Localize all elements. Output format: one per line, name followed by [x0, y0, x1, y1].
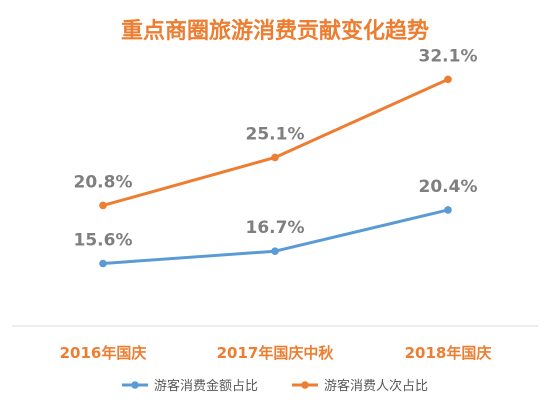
- data-label-s1-1: 15.6%: [74, 231, 133, 251]
- x-tick-label-2: 2017年国庆中秋: [217, 344, 335, 362]
- data-point-s1-1: [99, 259, 107, 268]
- x-tick-label-1: 2016年国庆: [60, 344, 147, 362]
- data-label-s1-3: 20.4%: [419, 177, 478, 197]
- legend-label-2: 游客消费人次占比: [324, 378, 428, 394]
- legend-swatch-marker-2: [301, 381, 309, 389]
- value-labels-layer: 15.6% 16.7% 20.4% 20.8% 25.1% 32.1%: [74, 46, 478, 250]
- legend-label-1: 游客消费金额占比: [154, 378, 258, 394]
- legend-swatch-marker-1: [131, 381, 139, 389]
- data-label-s1-2: 16.7%: [246, 218, 305, 238]
- data-point-s2-3: [444, 75, 452, 84]
- points-layer: [99, 75, 452, 268]
- legend: 游客消费金额占比 游客消费人次占比: [122, 378, 428, 394]
- data-label-s2-2: 25.1%: [246, 124, 305, 144]
- data-label-s2-1: 20.8%: [74, 172, 133, 192]
- data-point-s1-3: [444, 206, 452, 214]
- data-point-s1-2: [271, 247, 279, 256]
- data-label-s2-3: 32.1%: [419, 46, 478, 66]
- x-tick-label-3: 2018年国庆: [405, 344, 492, 362]
- data-point-s2-1: [99, 201, 107, 210]
- chart-title: 重点商圈旅游消费贡献变化趋势: [121, 18, 429, 44]
- category-labels-layer: 2016年国庆 2017年国庆中秋 2018年国庆: [60, 344, 492, 362]
- data-point-s2-2: [271, 153, 279, 162]
